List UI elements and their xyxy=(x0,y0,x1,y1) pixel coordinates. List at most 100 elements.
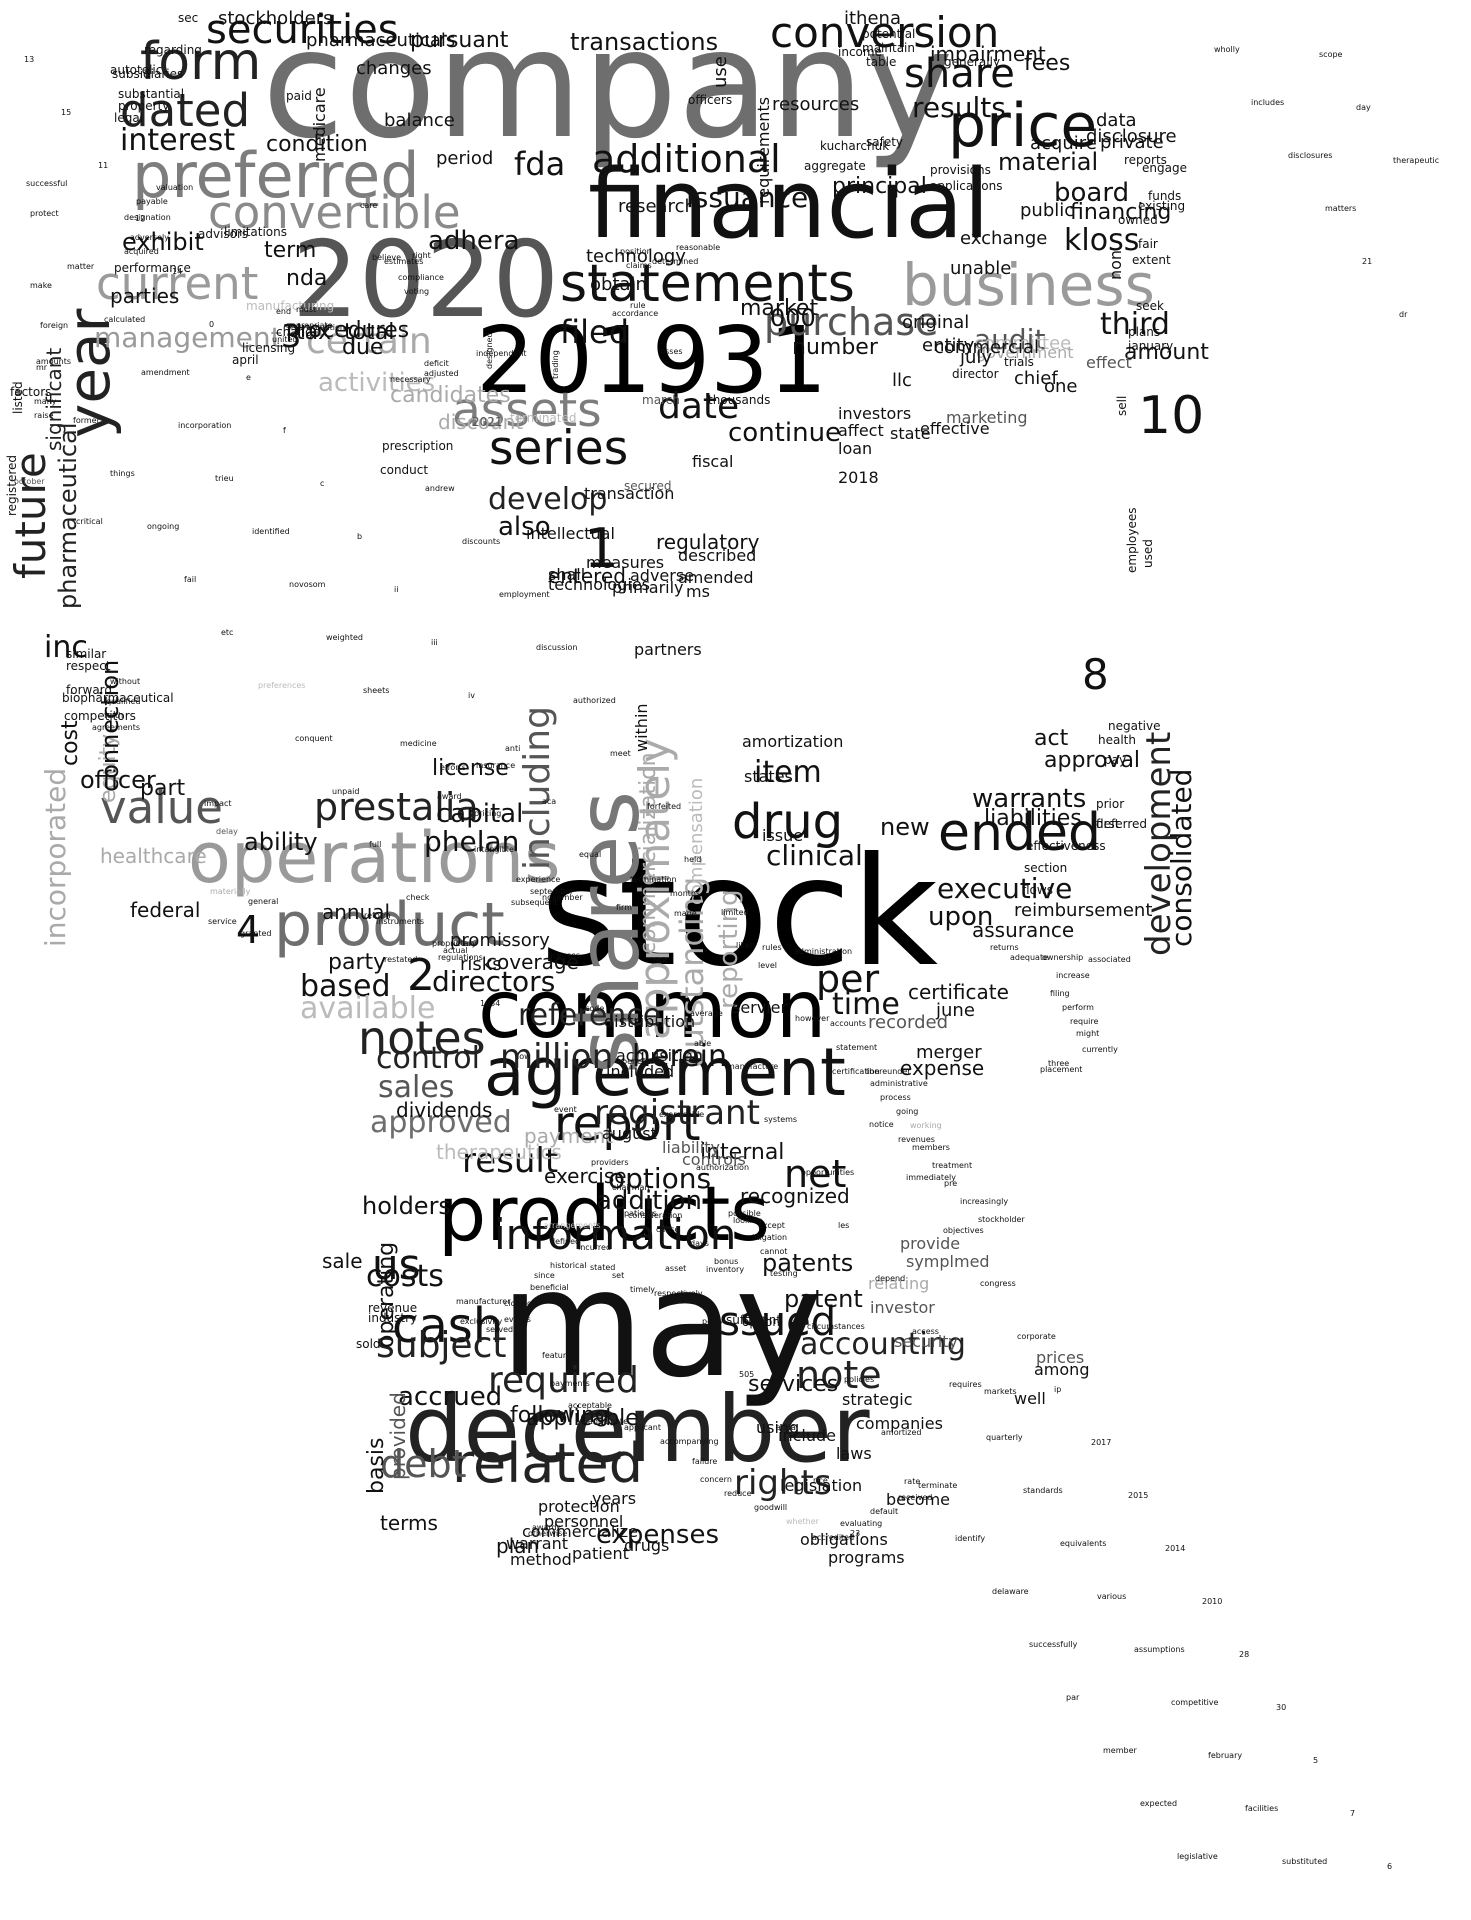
word-15: 15 xyxy=(61,108,72,117)
word-legal: legal xyxy=(114,111,144,125)
word-purchase: purchase xyxy=(764,300,939,344)
word-commercialize: commercialize xyxy=(522,1522,639,1541)
word-facilities: facilities xyxy=(1245,1804,1279,1813)
word-patent: patent xyxy=(784,1285,863,1313)
word-statement: statement xyxy=(836,1043,878,1052)
word-0: 0 xyxy=(209,320,215,329)
word-become: become xyxy=(886,1490,951,1509)
word-agreement: agreement xyxy=(484,1034,846,1111)
word-anticipate: anticipate xyxy=(588,1417,628,1426)
word-non: non xyxy=(1106,249,1125,280)
word-associated: associated xyxy=(1088,955,1131,964)
word-date: date xyxy=(658,386,740,427)
word-financing: financing xyxy=(1070,200,1172,225)
word-terminate: terminate xyxy=(918,1481,958,1490)
word-addition: addition xyxy=(596,1186,702,1216)
word-accredited: accredited xyxy=(812,1533,855,1542)
word-includes: includes xyxy=(1251,98,1285,107)
word-c: c xyxy=(320,479,325,488)
word-level: level xyxy=(758,961,778,970)
word-employees: employees xyxy=(1125,507,1139,573)
word-new: new xyxy=(880,813,930,841)
word-substantial: substantial xyxy=(118,87,185,101)
word-officer: officer xyxy=(80,766,156,794)
word-10: 10 xyxy=(1138,386,1205,446)
word-1: 1 xyxy=(584,517,619,580)
word-2015: 2015 xyxy=(1128,1491,1149,1500)
word-share: share xyxy=(904,51,1015,97)
word-november: november xyxy=(542,893,583,902)
word-served: served xyxy=(486,1325,514,1334)
word-method: method xyxy=(510,1550,572,1569)
word-rules: rules xyxy=(762,943,782,952)
word-primarily: primarily xyxy=(612,578,684,597)
word-payable: payable xyxy=(136,197,168,206)
word-ii: ii xyxy=(394,585,399,594)
word-healthcare: healthcare xyxy=(100,844,207,868)
word-marketing: marketing xyxy=(946,408,1028,427)
word-obtain: obtain xyxy=(590,274,647,295)
word-materially: materially xyxy=(210,887,251,896)
word-incurred: incurred xyxy=(578,1243,612,1252)
word-controls: controls xyxy=(682,1150,746,1169)
word-certificate: certificate xyxy=(908,980,1009,1004)
word-meet: meet xyxy=(610,749,631,758)
word-effectiveness: effectiveness xyxy=(1026,839,1106,853)
word-amounts: amounts xyxy=(36,357,72,366)
word-within: within xyxy=(632,703,651,752)
word-testing: testing xyxy=(770,1269,798,1278)
word-balance: balance xyxy=(384,110,455,131)
word-notes: notes xyxy=(358,1011,486,1065)
word-licensing: licensing xyxy=(242,341,296,355)
word-believe: believe xyxy=(372,253,402,262)
word-6: 6 xyxy=(1387,1862,1393,1871)
word-well: well xyxy=(1014,1389,1046,1408)
word-price: price xyxy=(948,91,1098,161)
word-following: following xyxy=(510,1403,609,1428)
word-f: f xyxy=(283,426,286,435)
word-medicine: medicine xyxy=(400,739,437,748)
word-applicant: applicant xyxy=(624,1423,662,1432)
word-conduct: conduct xyxy=(380,463,429,477)
word-fiscal: fiscal xyxy=(692,452,734,471)
word-also: also xyxy=(498,512,551,542)
word-maintain: maintain xyxy=(862,41,915,55)
word-partners: partners xyxy=(634,640,702,659)
word-llc: llc xyxy=(892,370,912,391)
word-reports: reports xyxy=(1124,153,1167,167)
word-applicable: applicable xyxy=(526,1406,639,1431)
word-sale: sale xyxy=(322,1249,363,1273)
word-existing: existing xyxy=(1138,199,1186,213)
word-securities: securities xyxy=(206,7,399,53)
word-phelan: phelan xyxy=(424,825,520,858)
word-loan: loan xyxy=(838,439,873,458)
word-prescription: prescription xyxy=(382,439,454,453)
word-novosom: novosom xyxy=(289,580,326,589)
word-ip: ip xyxy=(1054,1385,1062,1394)
word-regulatory: regulatory xyxy=(656,530,760,554)
word-substituted: substituted xyxy=(1282,1857,1328,1866)
word-11: 11 xyxy=(98,161,109,170)
word-transactions: transactions xyxy=(570,28,719,56)
word-strategic: strategic xyxy=(842,1390,913,1409)
word-litigation: litigation xyxy=(752,1233,788,1242)
word-change: change xyxy=(276,325,321,339)
word-total: total xyxy=(344,320,395,345)
word-coverage: coverage xyxy=(486,950,579,974)
word-concern: concern xyxy=(700,1475,732,1484)
word-operations: operations xyxy=(188,817,561,899)
word-july: july xyxy=(960,347,993,368)
word-pricing: pricing xyxy=(474,809,502,818)
word-efforts: efforts xyxy=(440,763,466,772)
word-board: board xyxy=(1054,178,1130,208)
word-october: october xyxy=(14,477,45,486)
word-returns: returns xyxy=(990,943,1019,952)
word-2010: 2010 xyxy=(1202,1597,1223,1606)
word-ithena: ithena xyxy=(844,8,901,29)
word-increase: increase xyxy=(1056,971,1090,980)
word-recognized: recognized xyxy=(740,1184,850,1208)
word-b: b xyxy=(357,532,363,541)
word-terms: terms xyxy=(380,1511,438,1535)
word-pharmaceuticals: pharmaceuticals xyxy=(306,30,456,51)
word-measures: measures xyxy=(586,553,665,572)
